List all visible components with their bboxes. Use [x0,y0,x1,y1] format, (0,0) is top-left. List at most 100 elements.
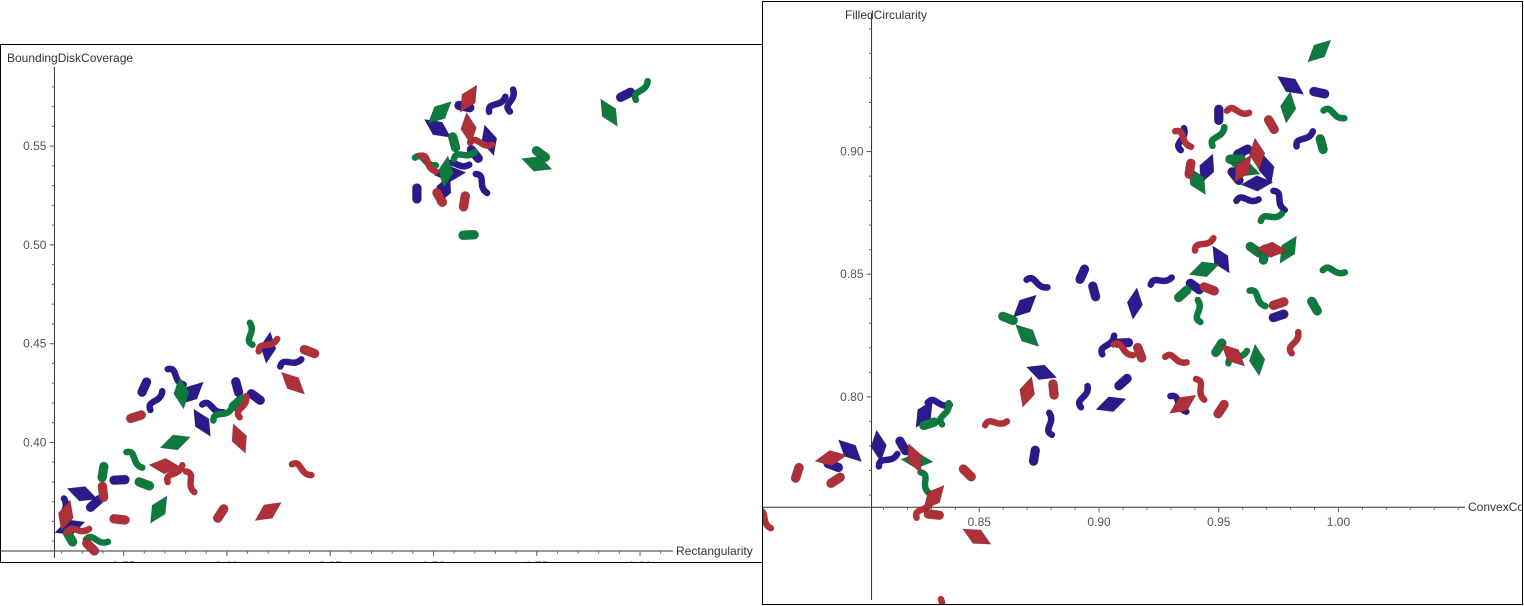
data-point [412,183,422,204]
data-point [58,499,74,532]
point-marker [123,448,146,471]
y-tick-label: 0.40 [23,435,47,449]
point-marker [1306,296,1323,316]
data-point [416,152,439,175]
data-point [173,376,190,410]
point-marker [82,533,112,546]
data-point [1276,75,1305,95]
point-marker [1249,343,1266,377]
data-point [134,477,155,491]
y-tick-label: 0.85 [840,267,864,281]
data-point [466,136,496,149]
data-point [63,525,93,536]
data-point [1268,309,1289,323]
data-point [1249,343,1266,377]
data-point [1246,287,1269,310]
point-marker [814,450,848,467]
x-tick-label: 0.85 [968,515,992,529]
data-point [1015,324,1040,347]
data-point [159,434,191,451]
point-marker [254,502,282,521]
data-point [123,448,146,471]
point-marker [255,335,281,355]
data-point [1306,296,1323,316]
data-point [1171,127,1195,150]
data-point [1199,153,1215,184]
data-point [137,377,152,397]
point-marker [615,87,636,103]
data-point [1293,128,1317,150]
axes: 0.85 0.90 0.95 1.00 0.80 0.85 0.90 [763,14,1465,600]
data-point [504,86,517,115]
data-point [210,404,236,424]
point-marker [875,450,901,470]
data-point [1268,297,1289,311]
data-point [277,356,305,370]
point-marker [1126,287,1143,320]
point-marker [1286,328,1302,357]
data-point [1257,210,1286,225]
data-point [1076,382,1091,411]
point-marker [210,404,236,424]
data-point [923,509,945,520]
data-point [1026,364,1058,380]
data-point [875,450,901,470]
y-tick-label: 0.45 [23,337,47,351]
point-marker [1254,241,1288,258]
point-marker [1320,105,1348,122]
point-marker [1192,375,1208,403]
data-point [1233,194,1262,205]
data-point [1023,275,1051,291]
point-marker [1268,309,1289,323]
point-marker [1075,264,1090,285]
data-point [432,187,448,208]
x-tick-label: 1.00 [1327,515,1351,529]
data-point [150,495,168,524]
point-marker [81,538,100,556]
data-point [1132,342,1147,363]
point-marker [1098,332,1118,358]
point-marker [460,112,477,145]
point-marker [1191,234,1217,254]
point-marker [58,499,74,532]
point-marker [1095,396,1127,412]
data-point [1320,105,1348,122]
data-point [246,388,266,406]
data-point [1175,124,1188,154]
point-marker [231,423,247,454]
point-marker [146,387,166,414]
point-marker [109,474,130,485]
point-marker [427,101,452,124]
data-point [837,439,863,463]
point-marker [1223,104,1253,117]
data-point [472,170,491,197]
point-marker [212,504,229,523]
point-marker [485,93,509,116]
point-marker [193,408,211,437]
data-point [1315,134,1328,155]
point-marker [125,410,147,424]
point-marker [998,311,1018,326]
y-tick-label: 0.80 [840,390,864,404]
data-point [998,311,1018,326]
data-point [1019,376,1035,408]
data-point [1126,287,1143,320]
point-marker [1257,210,1286,225]
data-point [1075,264,1090,285]
point-marker [150,495,168,524]
point-marker [1147,274,1175,288]
data-point [826,472,846,489]
point-marker [164,462,186,486]
point-marker [458,229,479,241]
scatter-plot-rectangularity: 0.550.600.650.700.750.800.400.450.500.55… [1,51,753,562]
data-point [109,474,130,485]
point-marker [1048,379,1059,400]
data-point [254,502,282,521]
point-marker [826,472,846,489]
point-marker [1045,409,1056,439]
data-point [1188,261,1220,278]
point-marker [1132,342,1147,363]
data-point [1307,39,1332,63]
data-point [1098,332,1118,358]
data-point [1211,338,1227,358]
